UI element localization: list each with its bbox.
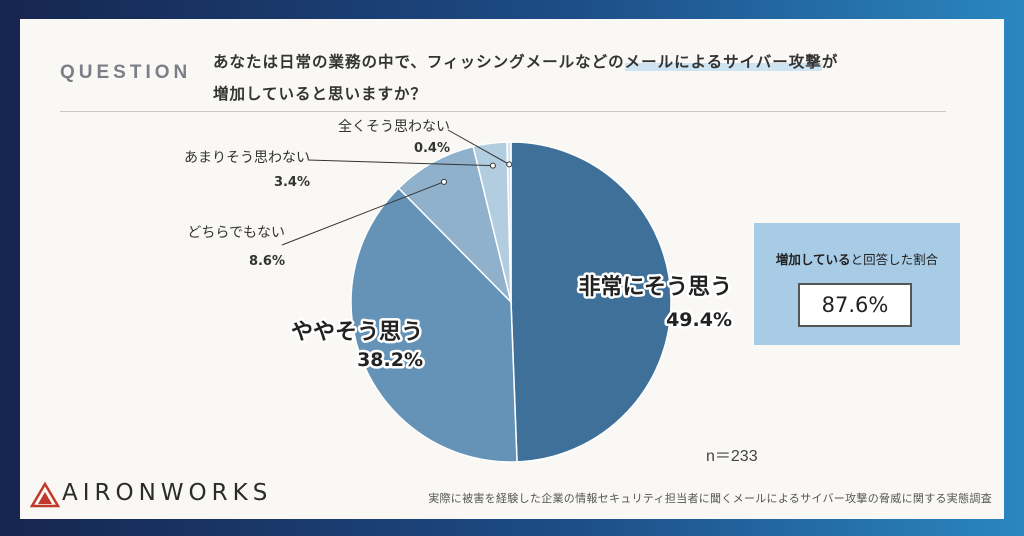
sample-size: n＝233 — [706, 448, 758, 465]
label-somewhat: ややそう思う — [291, 320, 423, 345]
footer-text: 実際に被害を経験した企業の情報セキュリティ担当者に聞くメールによるサイバー攻撃の… — [428, 492, 992, 505]
slice-neither — [397, 145, 513, 305]
slice-not-at-all — [506, 141, 512, 303]
brand-name: AIRONWORKS — [62, 480, 273, 506]
question-label: QUESTION — [60, 62, 192, 83]
label-very-much: 非常にそう思う — [578, 274, 732, 300]
question-line1-pre: あなたは日常の業務の中で、フィッシングメールなどの — [213, 53, 625, 71]
value-very-much: 49.4% — [666, 309, 732, 331]
aironworks-logo-icon — [30, 481, 60, 508]
value-somewhat: 38.2% — [357, 349, 423, 371]
summary-value: 87.6% — [798, 283, 912, 327]
summary-box: 増加していると回答した割合 87.6% — [754, 223, 960, 345]
summary-title: 増加していると回答した割合 — [754, 249, 960, 268]
label-not-much: あまりそう思わない — [184, 150, 310, 166]
leader-line-neither — [281, 181, 445, 246]
slice-somewhat — [350, 187, 518, 463]
pie-chart: 非常にそう思う 49.4% ややそう思う 38.2% どちらでもない 8.6% あまりそう思… — [184, 118, 735, 463]
question-highlight: メールによるサイバー攻撃 — [624, 53, 822, 71]
divider — [60, 111, 946, 112]
leader-dot-not-much — [489, 162, 496, 169]
infographic-card: QUESTION あなたは日常の業務の中で、フィッシングメールなどのメールによる… — [20, 19, 1004, 519]
summary-title-rest: と回答した割合 — [850, 252, 939, 267]
summary-title-bold: 増加している — [775, 252, 851, 267]
slice-very-much — [510, 141, 672, 463]
leader-line-not-at-all — [447, 129, 510, 165]
value-not-at-all: 0.4% — [414, 141, 450, 156]
label-neither: どちらでもない — [187, 225, 285, 241]
leader-dot-not-at-all — [506, 161, 513, 168]
value-not-much: 3.4% — [274, 175, 310, 190]
question-text: あなたは日常の業務の中で、フィッシングメールなどのメールによるサイバー攻撃が 増… — [213, 46, 933, 110]
leader-line-not-much — [307, 159, 493, 167]
question-line2: 増加していると思いますか？ — [213, 85, 428, 103]
label-not-at-all: 全くそう思わない — [338, 118, 450, 135]
value-neither: 8.6% — [249, 254, 285, 269]
leader-dot-neither — [440, 178, 447, 185]
question-line1-post: が — [821, 53, 839, 71]
